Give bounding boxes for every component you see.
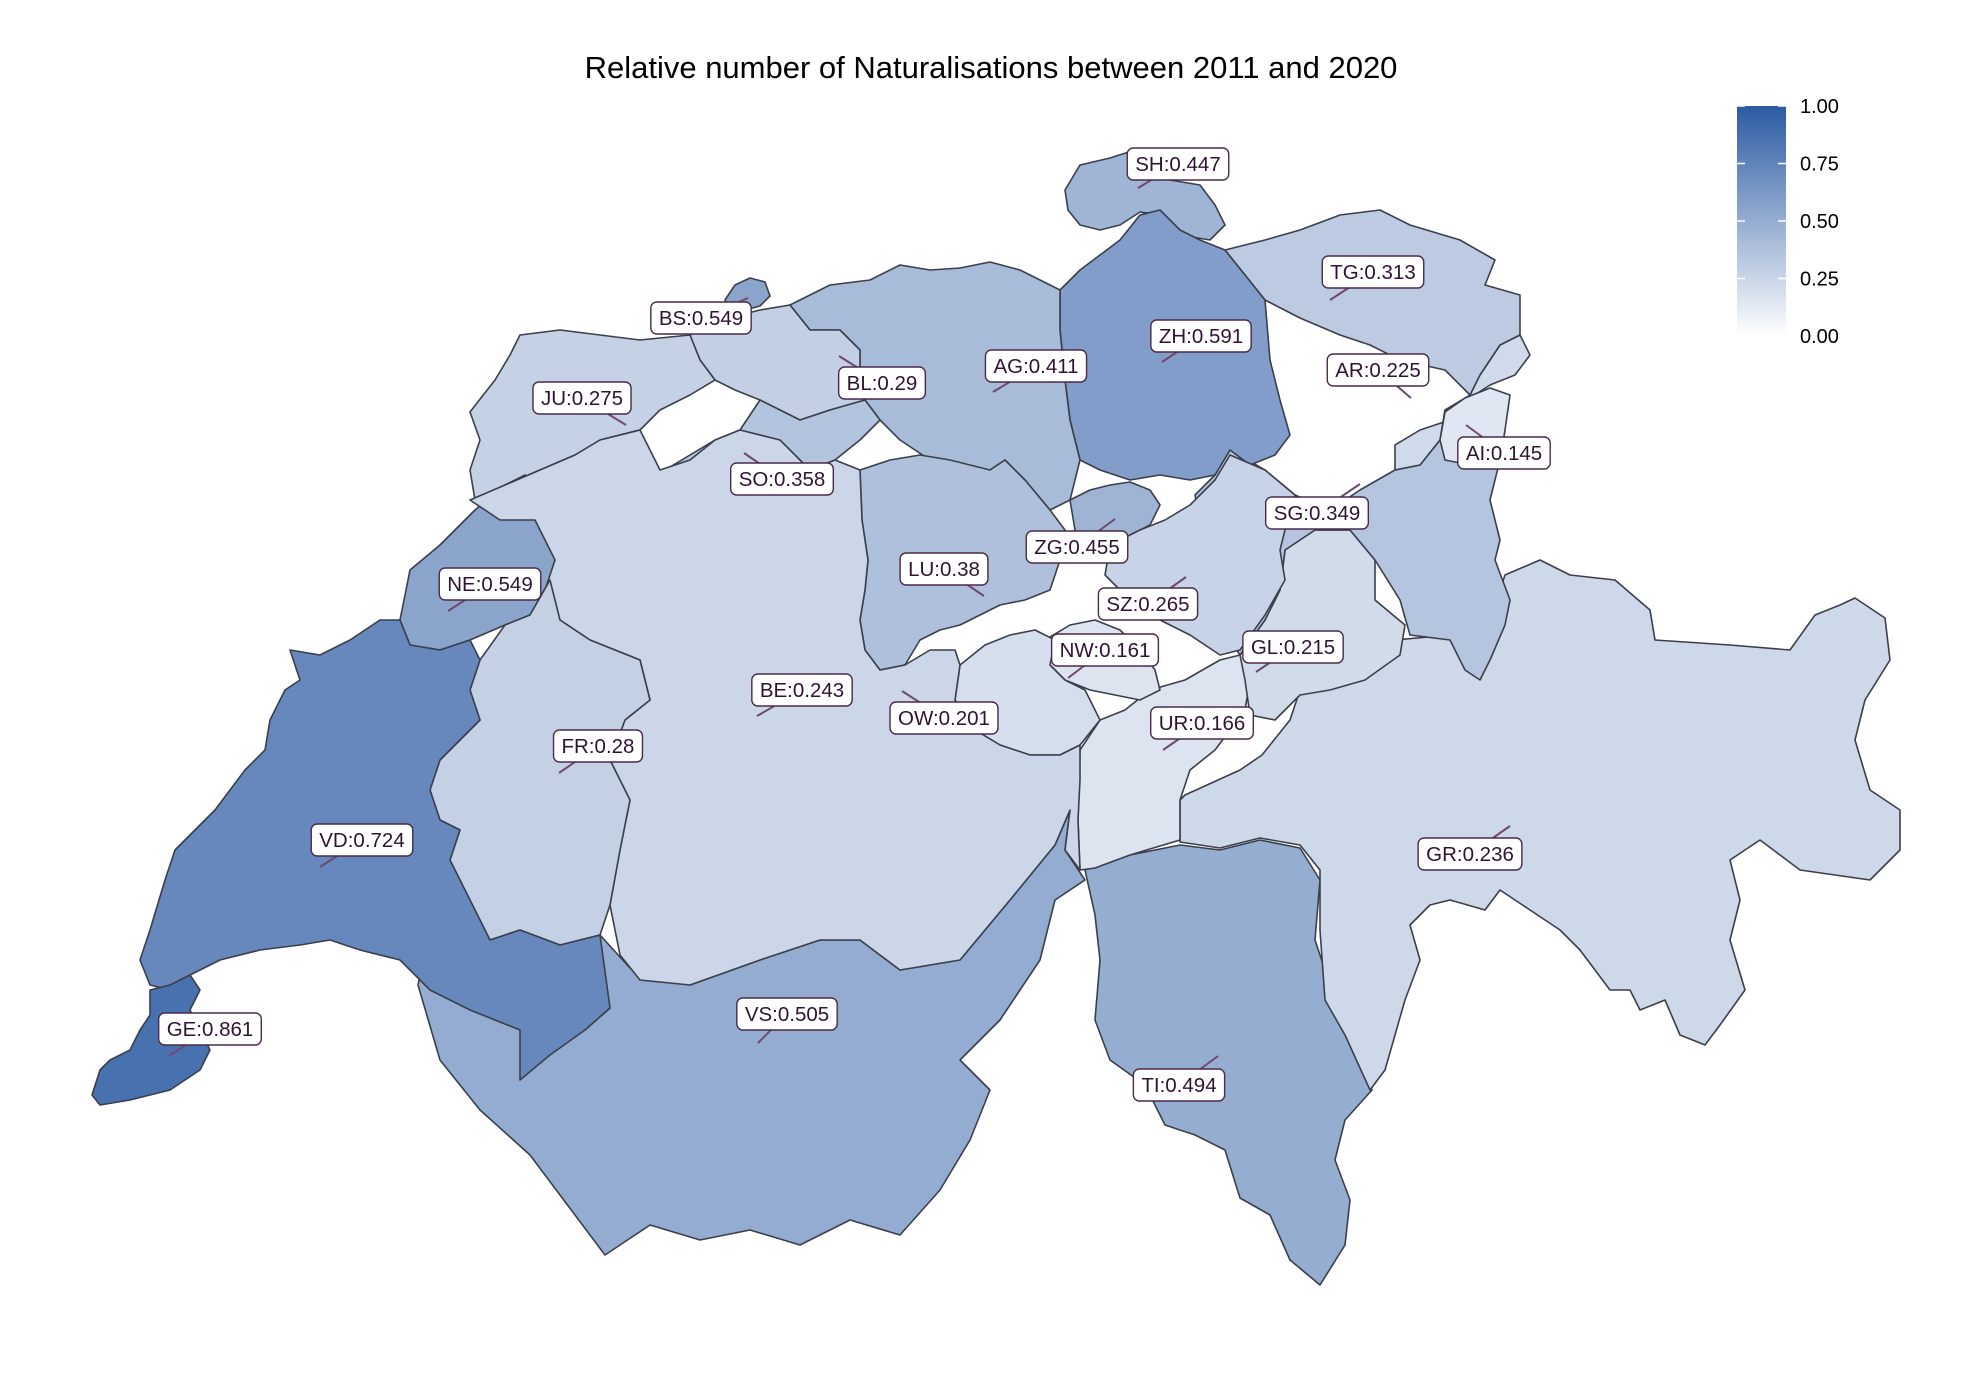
label-box: [1126, 147, 1230, 181]
region-value-label: SZ:0.265: [1106, 593, 1189, 616]
label-AI: AI:0.145: [1457, 424, 1551, 470]
label-JU: JU:0.275: [532, 381, 632, 426]
label-box: [984, 349, 1088, 383]
region-value-label: AR:0.225: [1335, 359, 1420, 382]
label-box: [1132, 1068, 1226, 1102]
label-box: [729, 462, 835, 496]
region-value-label: VD:0.724: [319, 829, 404, 852]
region-TI: [1084, 839, 1373, 1286]
color-legend: 1.00 0.75 0.50 0.25 0.00: [1737, 96, 1839, 348]
label-NW: NW:0.161: [1050, 633, 1160, 679]
label-box: [736, 997, 838, 1031]
label-SO: SO:0.358: [729, 452, 835, 496]
region-value-label: BS:0.549: [659, 307, 743, 330]
label-FR: FR:0.28: [552, 729, 644, 774]
label-NE: NE:0.549: [438, 567, 542, 612]
label-box: [751, 673, 853, 707]
label-ZG: ZG:0.455: [1025, 518, 1129, 564]
label-GE: GE:0.861: [157, 1012, 263, 1057]
label-box: [1417, 837, 1523, 871]
region-value-label: LU:0.38: [908, 558, 980, 581]
region-value-label: AG:0.411: [993, 355, 1078, 378]
region-value-label: TG:0.313: [1330, 261, 1415, 284]
region-GR: [1179, 559, 1901, 1091]
region-GE: [91, 974, 211, 1106]
label-OW: OW:0.201: [889, 690, 999, 735]
label-BS: BS:0.549: [650, 297, 752, 335]
label-AG: AG:0.411: [984, 349, 1088, 393]
label-box: [1242, 630, 1344, 664]
label-box: [837, 366, 927, 400]
region-value-label: GR:0.236: [1426, 843, 1514, 866]
label-box: [1149, 706, 1255, 740]
region-value-label: AI:0.145: [1466, 442, 1542, 465]
region-labels: SH:0.447 TG:0.313 BS:0.549 ZH:0.591 AG:0…: [157, 147, 1551, 1102]
region-value-label: SO:0.358: [739, 468, 826, 491]
region-TG: [1224, 209, 1521, 396]
label-AR: AR:0.225: [1326, 353, 1430, 399]
label-GR: GR:0.236: [1417, 825, 1523, 871]
region-value-label: VS:0.505: [745, 1003, 829, 1026]
region-value-label: SH:0.447: [1135, 153, 1220, 176]
label-box: [1457, 436, 1551, 470]
label-box: [650, 301, 752, 335]
label-box: [889, 701, 999, 735]
legend-tick-label: 0.25: [1800, 269, 1839, 291]
label-box: [552, 729, 644, 763]
region-value-label: SG:0.349: [1274, 502, 1361, 525]
label-box: [1326, 353, 1430, 387]
label-SH: SH:0.447: [1126, 147, 1230, 189]
label-box: [1321, 255, 1425, 289]
label-box: [1264, 496, 1370, 530]
region-value-label: NE:0.549: [447, 573, 532, 596]
label-box: [1097, 587, 1199, 621]
label-box: [1025, 530, 1129, 564]
legend-tick-label: 0.75: [1800, 154, 1839, 176]
label-box: [157, 1012, 263, 1046]
label-TI: TI:0.494: [1132, 1055, 1226, 1102]
region-value-label: GE:0.861: [167, 1018, 254, 1041]
legend-tick-label: 1.00: [1800, 96, 1839, 118]
region-value-label: NW:0.161: [1060, 639, 1151, 662]
region-value-label: BL:0.29: [847, 372, 918, 395]
label-box: [1150, 319, 1252, 353]
chart-title: Relative number of Naturalisations betwe…: [585, 50, 1398, 85]
label-box: [532, 381, 632, 415]
region-value-label: FR:0.28: [562, 735, 635, 758]
label-box: [438, 567, 542, 601]
label-LU: LU:0.38: [899, 552, 989, 597]
label-VS: VS:0.505: [736, 997, 838, 1044]
region-value-label: GL:0.215: [1251, 636, 1335, 659]
label-BL: BL:0.29: [837, 355, 927, 400]
region-value-label: BE:0.243: [760, 679, 844, 702]
label-box: [310, 823, 414, 857]
legend-tick-label: 0.00: [1800, 326, 1839, 348]
region-value-label: TI:0.494: [1141, 1074, 1216, 1097]
region-value-label: ZH:0.591: [1159, 325, 1243, 348]
label-GL: GL:0.215: [1242, 630, 1344, 673]
region-value-label: UR:0.166: [1159, 712, 1246, 735]
label-SZ: SZ:0.265: [1097, 576, 1199, 621]
label-TG: TG:0.313: [1321, 255, 1425, 301]
label-BE: BE:0.243: [751, 673, 853, 717]
label-UR: UR:0.166: [1149, 706, 1255, 751]
legend-color-bar: [1737, 106, 1786, 336]
label-box: [899, 552, 989, 586]
label-ZH: ZH:0.591: [1150, 319, 1252, 363]
label-SG: SG:0.349: [1264, 483, 1370, 530]
region-value-label: ZG:0.455: [1034, 536, 1119, 559]
label-VD: VD:0.724: [310, 823, 414, 868]
label-box: [1050, 633, 1160, 667]
legend-tick-label: 0.50: [1800, 211, 1839, 233]
region-value-label: OW:0.201: [898, 707, 990, 730]
region-value-label: JU:0.275: [541, 387, 623, 410]
